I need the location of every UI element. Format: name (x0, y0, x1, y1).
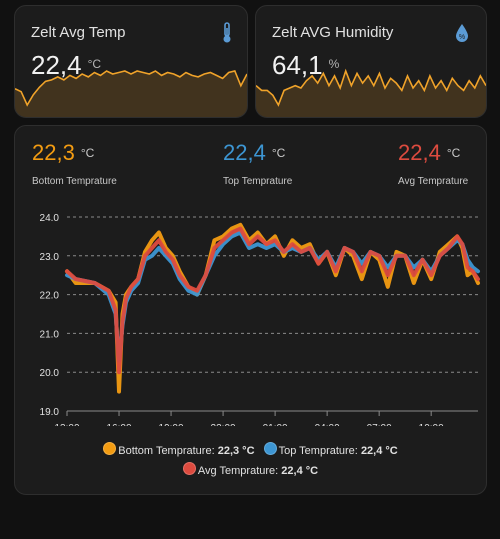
y-tick-label: 21.0 (40, 329, 60, 340)
legend-top-dot (263, 442, 277, 455)
legend-row-2: Avg Temprature: 22,4 °C (15, 462, 486, 477)
humidity-sensor-card[interactable]: Zelt AVG Humidity % 64,1% (255, 5, 487, 118)
stat-top-value: 22,4 °C (223, 140, 286, 165)
temp-sensor-card[interactable]: Zelt Avg Temp 22,4 °C (14, 5, 248, 118)
x-tick-label: 22:00 (211, 423, 236, 426)
series-line-avg-temprature (65, 226, 480, 375)
stat-bottom-value: 22,3 °C (32, 140, 95, 165)
y-tick-label: 24.0 (40, 213, 60, 224)
x-tick-label: 19:00 (159, 423, 184, 426)
humidity-card-title: Zelt AVG Humidity (272, 24, 394, 41)
x-tick-label: 16:00 (107, 423, 132, 426)
legend-bottom-dot (103, 442, 117, 455)
temperature-line-chart[interactable]: 24.0 23.0 22.0 21.0 20.0 19.0 13:00 16:00 19:00 2… (15, 126, 487, 426)
spark-line (15, 70, 247, 107)
x-tick-label: 10:00 (419, 423, 444, 426)
x-tick-label: 04:00 (315, 423, 340, 426)
stat-top-label: Top Temprature (223, 176, 293, 187)
legend-avg-dot (182, 462, 196, 475)
x-tick-label: 01:00 (263, 423, 288, 426)
humidity-card-value: 64,1% (272, 50, 340, 80)
y-tick-label: 19.0 (40, 407, 60, 418)
temp-card-title: Zelt Avg Temp (31, 24, 126, 41)
humidity-sparkline (256, 68, 486, 117)
stat-avg-value: 22,4 °C (398, 140, 461, 165)
spark-area (256, 71, 486, 117)
temp-sparkline (15, 70, 247, 117)
legend-bottom[interactable]: Bottom Temprature: 22,3 °C (103, 442, 255, 457)
series-line-bottom-temprature (65, 222, 480, 394)
spark-line (256, 68, 486, 107)
y-tick-label: 23.0 (40, 252, 60, 263)
legend-row-1: Bottom Temprature: 22,3 °C Top Tempratur… (15, 442, 486, 457)
legend-top[interactable]: Top Temprature: 22,4 °C (263, 442, 398, 457)
x-tick-label: 07:00 (367, 423, 392, 426)
stat-bottom-label: Bottom Temprature (32, 176, 117, 187)
temperature-history-card[interactable]: 22,3 °C Bottom Temprature 22,4 °C Top Temp… (14, 125, 487, 495)
legend-avg[interactable]: Avg Temprature: 22,4 °C (182, 462, 318, 477)
stat-avg-label: Avg Temprature (398, 176, 469, 187)
water-drop-icon: % (456, 24, 468, 42)
x-tick-label: 13:00 (54, 423, 79, 426)
svg-text:%: % (459, 34, 465, 41)
thermometer-icon (223, 22, 231, 43)
y-tick-label: 22.0 (40, 291, 60, 302)
spark-area (15, 71, 247, 117)
temp-card-value: 22,4 °C (31, 50, 102, 80)
y-tick-label: 20.0 (40, 368, 60, 379)
